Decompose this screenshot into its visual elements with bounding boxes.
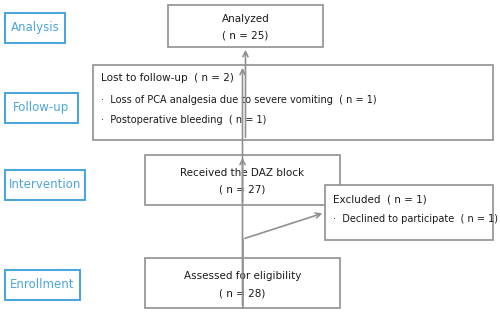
Bar	[5, 93, 78, 123]
Text: Enrollment: Enrollment	[10, 278, 75, 292]
Text: ( n = 28): ( n = 28)	[220, 288, 266, 298]
Text: Analyzed: Analyzed	[222, 14, 270, 24]
Bar	[93, 65, 493, 140]
Bar	[145, 258, 340, 308]
Bar	[168, 5, 323, 47]
Text: ·  Loss of PCA analgesia due to severe vomiting  ( n = 1): · Loss of PCA analgesia due to severe vo…	[101, 95, 376, 105]
Bar	[145, 155, 340, 205]
Text: ·  Declined to participate  ( n = 1): · Declined to participate ( n = 1)	[333, 214, 498, 224]
Text: Assessed for eligibility: Assessed for eligibility	[184, 271, 301, 281]
Text: Intervention: Intervention	[9, 178, 81, 192]
Text: ·  Postoperative bleeding  ( n = 1): · Postoperative bleeding ( n = 1)	[101, 115, 266, 125]
Bar	[5, 13, 65, 43]
Bar	[5, 270, 80, 300]
Text: Lost to follow-up  ( n = 2): Lost to follow-up ( n = 2)	[101, 73, 234, 83]
Text: Follow-up: Follow-up	[14, 102, 70, 115]
Bar	[5, 170, 85, 200]
Text: Received the DAZ block: Received the DAZ block	[180, 168, 304, 178]
Text: Excluded  ( n = 1): Excluded ( n = 1)	[333, 194, 427, 204]
Text: ( n = 27): ( n = 27)	[220, 185, 266, 195]
Bar	[325, 185, 493, 240]
Text: ( n = 25): ( n = 25)	[222, 30, 268, 40]
Text: Analysis: Analysis	[10, 22, 59, 34]
